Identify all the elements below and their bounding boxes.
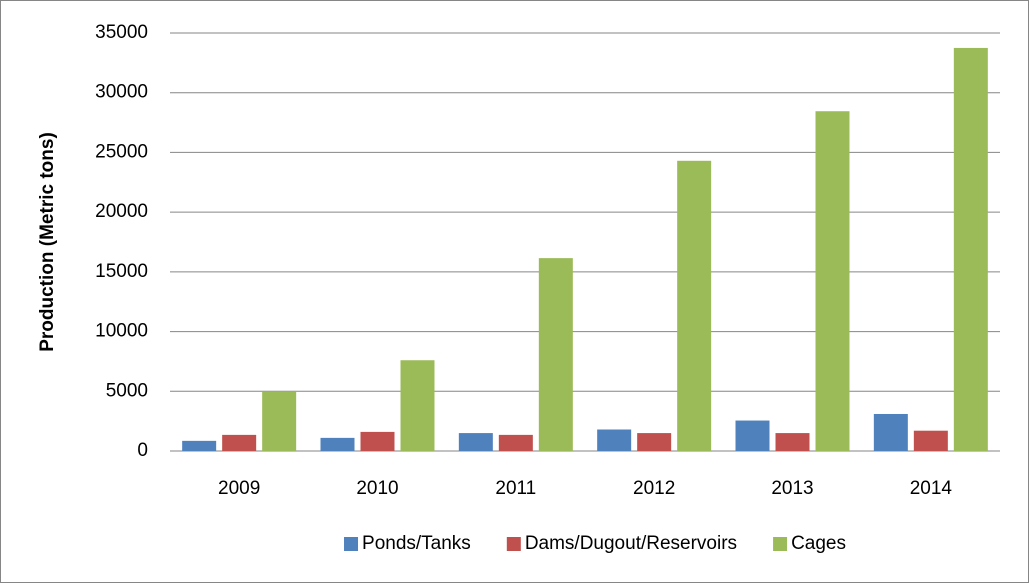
bar (873, 413, 908, 451)
bar (458, 433, 493, 451)
y-tick-label: 15000 (95, 261, 148, 282)
legend-swatch (506, 537, 521, 551)
y-axis-label: Production (Metric tons) (37, 132, 58, 352)
x-tick-label: 2013 (771, 478, 813, 499)
x-tick-label: 2010 (356, 478, 398, 499)
bar (320, 437, 355, 451)
x-tick-label: 2012 (633, 478, 675, 499)
bar (775, 433, 810, 451)
legend-label: Dams/Dugout/Reservoirs (525, 533, 737, 554)
bar (222, 434, 257, 451)
bar (498, 434, 533, 451)
y-tick-label: 5000 (106, 380, 148, 401)
x-tick-label: 2009 (218, 478, 260, 499)
bar (637, 433, 672, 451)
y-tick-label: 20000 (95, 201, 148, 222)
bar (182, 440, 217, 451)
x-tick-label: 2011 (495, 478, 536, 499)
bar (815, 111, 850, 452)
y-tick-label: 35000 (95, 22, 148, 43)
legend-swatch (344, 537, 359, 551)
bar (360, 431, 395, 451)
bar (262, 391, 297, 451)
bar (677, 160, 712, 451)
bar (913, 430, 948, 451)
bar (538, 258, 573, 451)
legend-label: Cages (791, 533, 846, 554)
legend-label: Ponds/Tanks (362, 533, 471, 554)
bar (953, 47, 988, 452)
bar (597, 429, 632, 451)
y-tick-label: 25000 (95, 141, 148, 162)
y-tick-label: 10000 (95, 321, 148, 342)
y-tick-label: 30000 (95, 82, 148, 103)
bar (400, 360, 435, 451)
legend-swatch (773, 537, 788, 551)
y-tick-label: 0 (137, 440, 148, 461)
x-tick-label: 2014 (910, 478, 953, 499)
bar (735, 420, 770, 451)
